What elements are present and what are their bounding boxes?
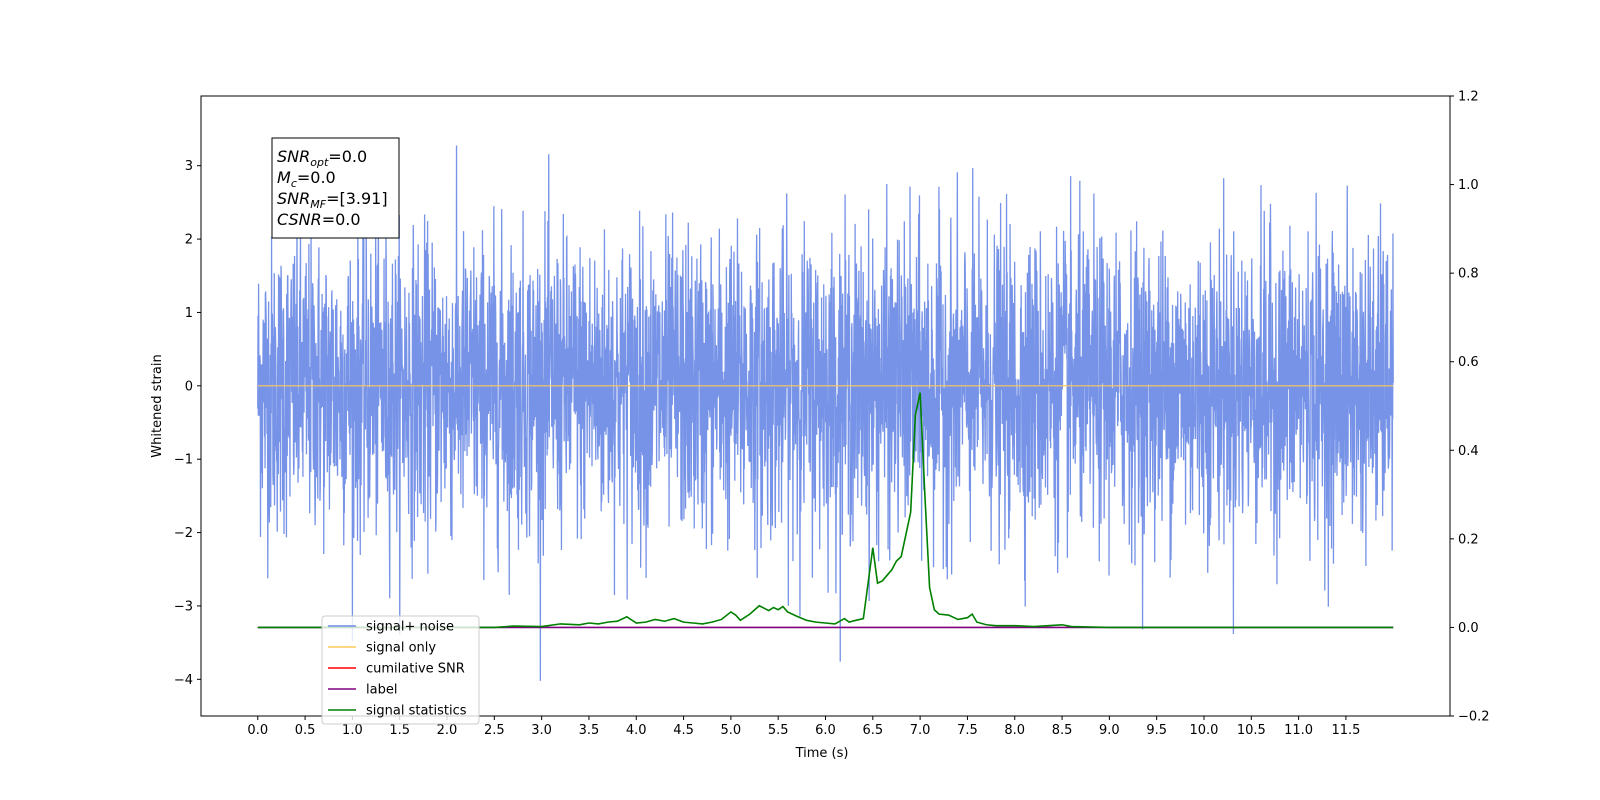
- annotation-line: SNRopt=0.0: [277, 147, 367, 169]
- legend-frame: [321, 615, 480, 725]
- annotation-base: SNR: [277, 189, 310, 208]
- x-tick-label: 9.5: [1146, 723, 1167, 738]
- legend-label: label: [366, 683, 397, 698]
- legend-label: cumilative SNR: [366, 662, 465, 677]
- legend-entries: signal+ noise signal only cumilative SNR la…: [328, 620, 467, 719]
- x-tick-label: 10.5: [1237, 723, 1266, 738]
- x-tick-label: 1.0: [342, 723, 363, 738]
- annotation-subscript: c: [291, 177, 297, 190]
- y-right-tick-label: 0.4: [1458, 444, 1479, 459]
- y-right-tick-label: 0.6: [1458, 355, 1479, 370]
- y-tick-label: −4: [174, 673, 193, 688]
- annotation-base: M: [277, 168, 291, 187]
- annotation-line: SNRMF=[3.91]: [277, 189, 388, 211]
- legend-label: signal only: [366, 641, 436, 656]
- x-tick-label: 9.0: [1099, 723, 1120, 738]
- annotation-line: CSNR=0.0: [277, 210, 361, 229]
- x-axis-ticks: 0.0 0.5 1.0 1.5 2.0 2.5 3.0 3.5 4.0 4.5 5.0 5.5 6.0 6…: [247, 716, 1360, 738]
- signal-noise-layer: [257, 145, 1394, 681]
- x-tick-label: 8.5: [1052, 723, 1073, 738]
- x-tick-label: 5.5: [768, 723, 789, 738]
- x-tick-label: 6.0: [815, 723, 836, 738]
- x-tick-label: 5.0: [721, 723, 742, 738]
- x-tick-label: 11.5: [1331, 723, 1360, 738]
- y-right-tick-label: 1.2: [1458, 90, 1479, 105]
- x-tick-label: 10.0: [1190, 723, 1219, 738]
- y-tick-label: 2: [185, 233, 193, 248]
- annotation-subscript: opt: [310, 156, 329, 169]
- y-right-tick-label: 1.0: [1458, 178, 1479, 193]
- legend-label: signal+ noise: [366, 620, 454, 635]
- y-right-tick-label: 0.2: [1458, 532, 1479, 547]
- annotation-value: =[3.91]: [326, 189, 388, 208]
- x-tick-label: 7.5: [957, 723, 978, 738]
- y-right-tick-label: −0.2: [1458, 710, 1490, 725]
- x-tick-label: 1.5: [389, 723, 410, 738]
- y-tick-label: 3: [185, 159, 193, 174]
- x-axis-label: Time (s): [795, 746, 849, 761]
- y-axis-left-ticks: −4 −3 −2 −1 0 1 2 3: [174, 159, 201, 688]
- x-tick-label: 0.0: [247, 723, 268, 738]
- x-tick-label: 7.0: [910, 723, 931, 738]
- y-axis-right-ticks: −0.2 0.0 0.2 0.4 0.6 0.8 1.0 1.2: [1450, 90, 1490, 725]
- x-tick-label: 8.0: [1004, 723, 1025, 738]
- x-tick-label: 4.0: [626, 723, 647, 738]
- annotation-subscript: MF: [310, 198, 326, 211]
- y-tick-label: −3: [174, 599, 193, 614]
- annotation-base: CSNR: [277, 210, 322, 229]
- x-tick-label: 11.0: [1284, 723, 1313, 738]
- y-axis-label: Whitened strain: [150, 354, 165, 457]
- y-tick-label: 1: [185, 306, 193, 321]
- y-tick-label: −1: [174, 453, 193, 468]
- y-right-tick-label: 0.0: [1458, 621, 1479, 636]
- x-tick-label: 0.5: [295, 723, 316, 738]
- y-tick-label: −2: [174, 526, 193, 541]
- y-tick-label: 0: [185, 379, 193, 394]
- x-tick-label: 6.5: [862, 723, 883, 738]
- annotation-value: =0.0: [322, 210, 361, 229]
- annotation-base: SNR: [277, 147, 310, 166]
- annotation-line: Mc=0.0: [277, 168, 336, 190]
- legend: signal+ noise signal only cumilative SNR la…: [321, 615, 480, 725]
- series-signal-statistics-line: [257, 392, 1394, 629]
- x-tick-label: 3.0: [531, 723, 552, 738]
- x-tick-label: 2.0: [437, 723, 458, 738]
- x-tick-label: 3.5: [579, 723, 600, 738]
- annotation-value: =0.0: [297, 168, 336, 187]
- annotation-box-frame: [271, 137, 400, 239]
- legend-label: signal statistics: [366, 704, 467, 719]
- annotation-value: =0.0: [328, 147, 367, 166]
- x-tick-label: 4.5: [673, 723, 694, 738]
- series-signal-noise-line: [257, 145, 1394, 681]
- x-tick-label: 2.5: [484, 723, 505, 738]
- y-right-tick-label: 0.8: [1458, 267, 1479, 282]
